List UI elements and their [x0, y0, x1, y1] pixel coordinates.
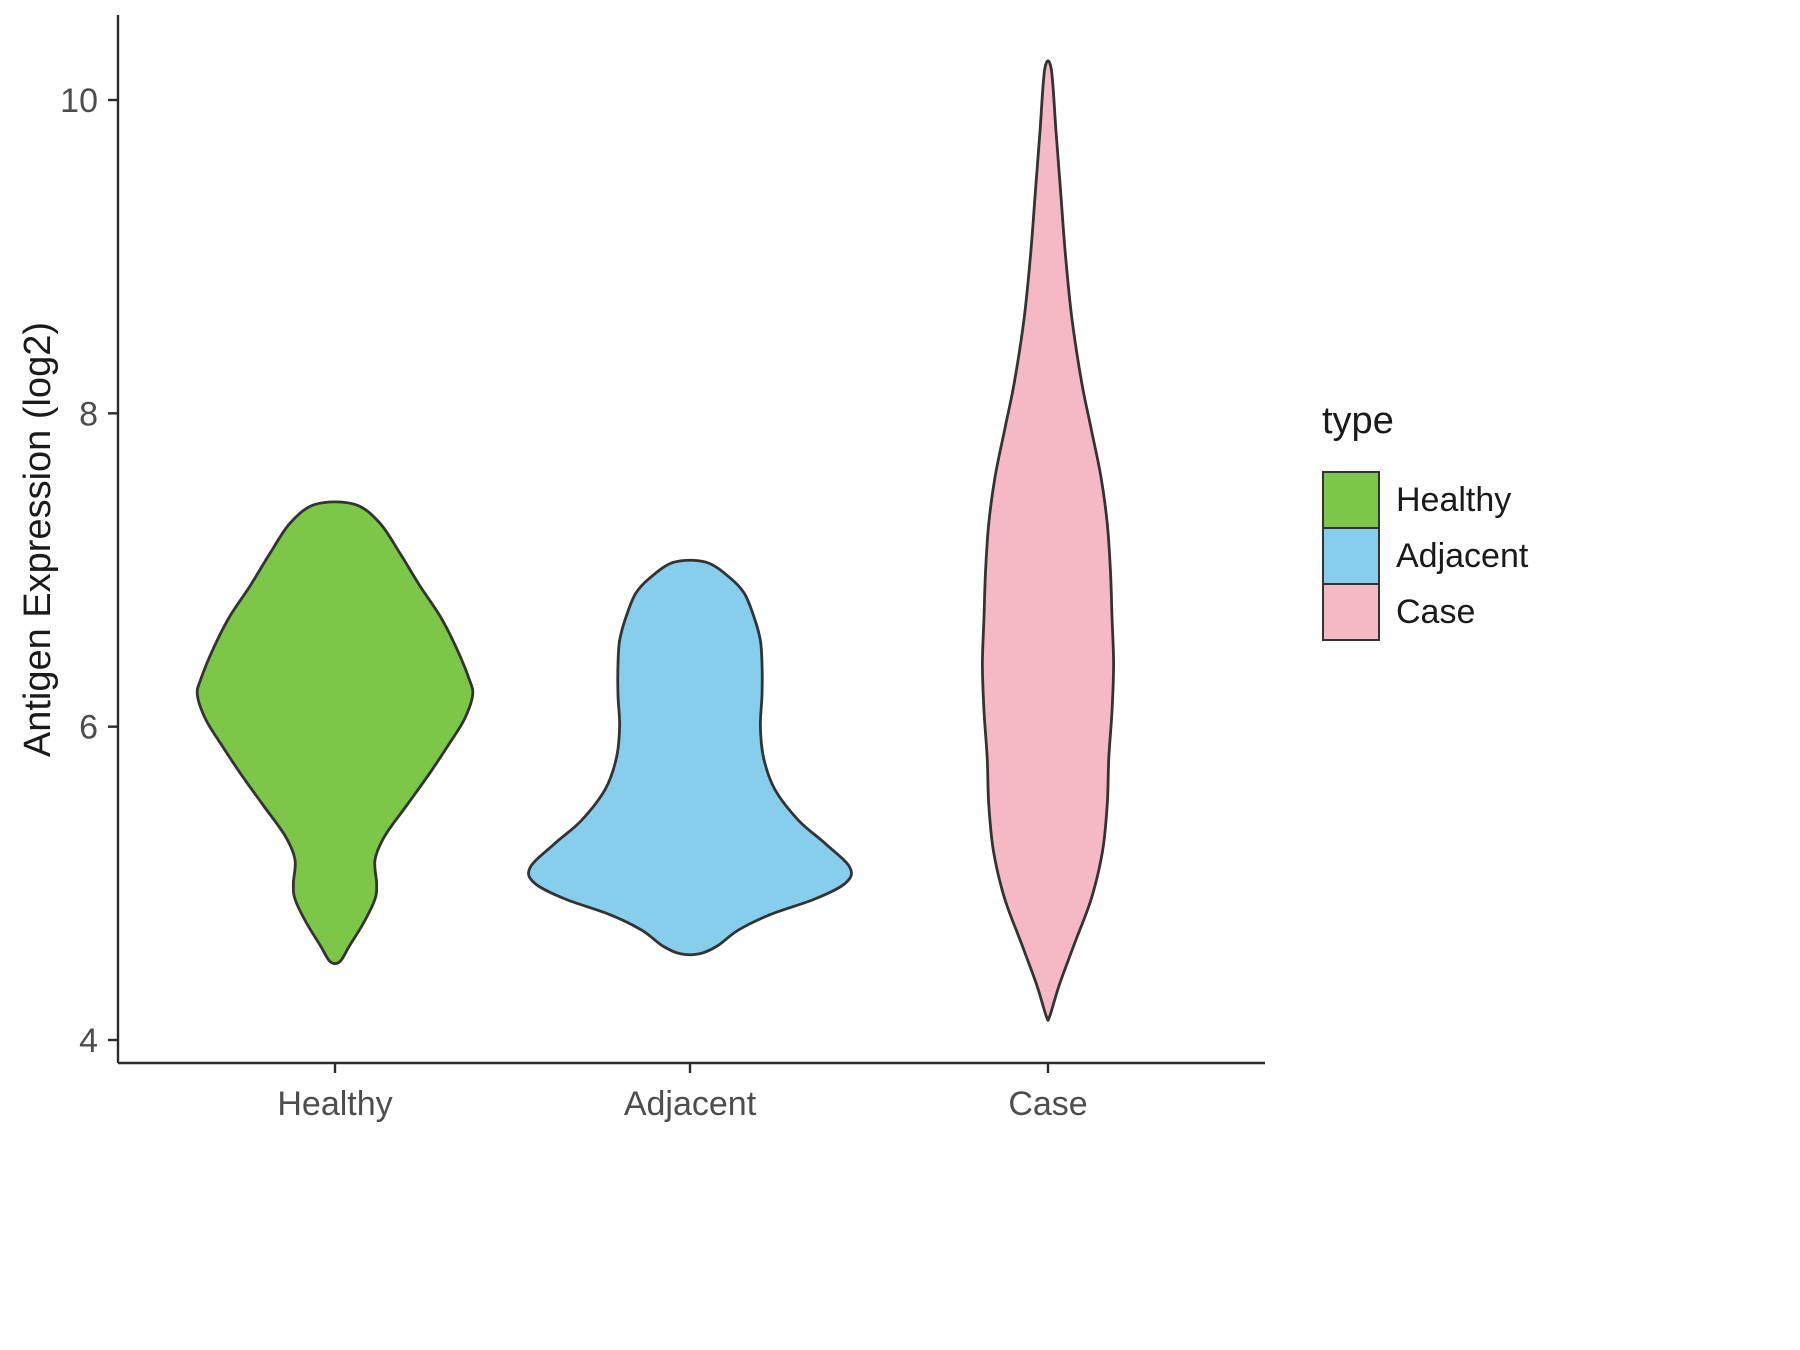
- legend-item-healthy: Healthy: [1322, 471, 1528, 529]
- legend: type Healthy Adjacent Case: [1322, 400, 1528, 641]
- y-tick-label: 8: [79, 395, 98, 433]
- legend-item-adjacent: Adjacent: [1322, 527, 1528, 585]
- legend-item-case: Case: [1322, 583, 1528, 641]
- legend-label-adjacent: Adjacent: [1396, 536, 1529, 575]
- legend-swatch-adjacent: [1322, 527, 1380, 585]
- violin-case: [981, 59, 1115, 1022]
- legend-title: type: [1322, 400, 1394, 442]
- legend-label-healthy: Healthy: [1396, 480, 1512, 519]
- x-tick-label: Healthy: [277, 1085, 392, 1123]
- x-tick-label: Adjacent: [624, 1085, 757, 1123]
- violin-adjacent: [527, 558, 853, 957]
- x-tick-label: Case: [1008, 1085, 1087, 1123]
- y-tick-label: 10: [60, 82, 98, 120]
- violin-healthy: [195, 500, 475, 966]
- legend-label-case: Case: [1396, 592, 1476, 631]
- y-tick-label: 6: [79, 709, 98, 747]
- y-tick-label: 4: [79, 1022, 98, 1060]
- legend-swatch-case: [1322, 583, 1380, 641]
- legend-swatch-healthy: [1322, 471, 1380, 529]
